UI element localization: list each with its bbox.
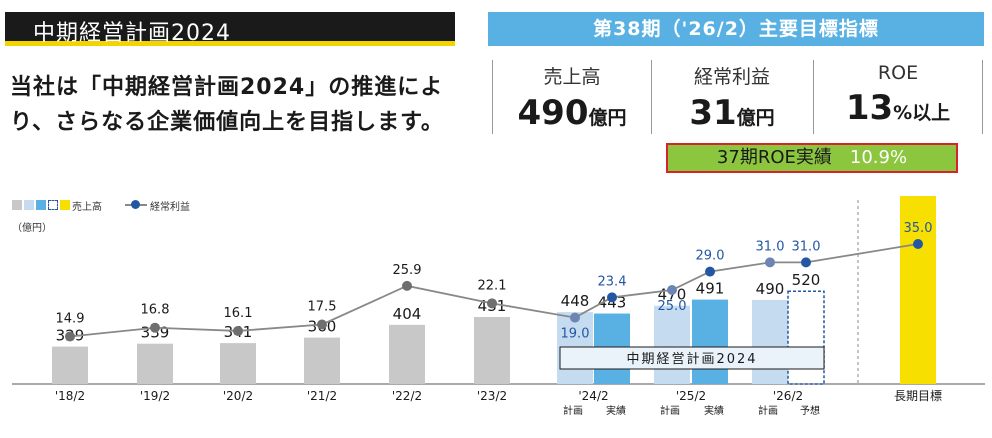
profit-value-label-3-0: 17.5 — [308, 300, 337, 315]
profit-marker-7-0 — [667, 285, 677, 295]
kpi-roe-value: 13%以上 — [814, 88, 982, 128]
bar-value-label-7-1: 491 — [696, 280, 725, 298]
legend-sales-label: 売上高 — [72, 202, 102, 213]
profit-marker-8-0 — [765, 257, 775, 268]
roe-actual-value: 10.9% — [849, 147, 908, 168]
bar-long-term-target — [900, 196, 936, 384]
profit-marker-4-0 — [402, 280, 412, 291]
chart-unit-label: （億円） — [12, 223, 52, 234]
profit-marker-8-1 — [801, 257, 811, 268]
kpi-roe-unit: %以上 — [893, 102, 951, 124]
kpi-roe-number: 13 — [845, 88, 894, 128]
x-sublabel-6-0: 計画 — [563, 404, 583, 417]
legend-marker-sample — [131, 200, 140, 209]
title-bar: 中期経営計画2024 — [5, 12, 455, 46]
profit-marker-3-0 — [317, 319, 327, 330]
mid-term-plan-box — [559, 346, 825, 370]
bar-value-label-8-0: 490 — [756, 280, 785, 298]
profit-marker-1-0 — [150, 322, 160, 333]
roe-actual-badge: 37期ROE実績 10.9% — [666, 143, 958, 173]
legend-swatch-plan — [24, 200, 34, 210]
kpi-sales-value: 490億円 — [493, 93, 651, 133]
kpi-ordinary-profit: 経常利益 31億円 — [651, 60, 814, 134]
legend-swatch-target — [60, 200, 70, 210]
legend-profit-label: 経常利益 — [150, 202, 190, 213]
profit-value-label-7-1: 29.0 — [696, 249, 725, 264]
lead-text: 当社は「中期経営計画2024」の推進により、さらなる企業価値向上を目指します。 — [10, 75, 444, 135]
profit-value-label-7-0: 25.0 — [658, 299, 687, 314]
profit-value-label-6-1: 23.4 — [598, 274, 627, 289]
profit-value-label-6-0: 19.0 — [561, 327, 590, 342]
profit-value-label-9-0: 35.0 — [904, 221, 933, 236]
profit-value-label-1-0: 16.8 — [141, 303, 170, 318]
bar-history-5 — [474, 317, 510, 384]
kpi-profit-number: 31 — [689, 93, 737, 133]
bar-value-label-6-0: 448 — [561, 292, 590, 310]
profit-value-label-5-0: 22.1 — [478, 278, 507, 293]
profit-value-label-8-1: 31.0 — [792, 239, 821, 254]
x-tick-label-9: 長期目標 — [894, 389, 942, 403]
profit-value-label-4-0: 25.9 — [393, 263, 422, 278]
profit-marker-2-0 — [233, 325, 243, 336]
profit-marker-9-0 — [913, 239, 923, 249]
bar-value-label-6-1: 443 — [598, 294, 627, 312]
profit-value-label-2-0: 16.1 — [224, 306, 253, 321]
x-tick-label-6: '24/2 — [578, 389, 608, 403]
x-tick-label-2: '20/2 — [223, 389, 253, 403]
legend-swatch-history — [12, 200, 22, 210]
x-tick-label-1: '19/2 — [140, 389, 170, 403]
kpi-panel-title: 第38期（'26/2）主要目標指標 — [488, 12, 984, 46]
x-tick-label-8: '26/2 — [773, 389, 803, 403]
bar-history-3 — [304, 337, 340, 384]
x-tick-label-4: '22/2 — [392, 389, 422, 403]
profit-marker-5-0 — [487, 298, 497, 309]
x-sublabel-6-1: 実績 — [606, 404, 626, 417]
x-tick-label-5: '23/2 — [477, 389, 507, 403]
kpi-sales: 売上高 490億円 — [492, 60, 652, 134]
bar-history-4 — [389, 324, 425, 384]
profit-marker-7-1 — [705, 266, 715, 277]
profit-value-label-0-0: 14.9 — [56, 311, 85, 326]
x-tick-label-3: '21/2 — [307, 389, 337, 403]
legend-swatch-actual — [36, 200, 46, 210]
bar-history-0 — [52, 346, 88, 384]
x-sublabel-8-0: 計画 — [758, 404, 778, 417]
mid-term-plan-label: 中期経営計画2024 — [626, 351, 757, 367]
x-tick-label-7: '25/2 — [676, 389, 706, 403]
kpi-sales-label: 売上高 — [543, 66, 601, 88]
bar-history-1 — [137, 343, 173, 384]
legend-swatch-forecast — [48, 200, 58, 210]
page-title: 中期経営計画2024 — [33, 21, 231, 46]
bar-history-2 — [220, 343, 256, 384]
profit-marker-6-0 — [570, 312, 580, 323]
profit-marker-0-0 — [65, 331, 75, 342]
kpi-sales-number: 490 — [517, 93, 589, 133]
bar-value-label-8-1: 520 — [792, 271, 821, 289]
roe-actual-label: 37期ROE実績 — [716, 147, 832, 168]
kpi-profit-value: 31億円 — [651, 93, 813, 133]
kpi-roe: ROE 13%以上 — [814, 60, 983, 134]
bar-forecast-8 — [787, 290, 825, 385]
bar-actual-7 — [692, 299, 728, 384]
x-sublabel-8-1: 予想 — [800, 404, 820, 417]
profit-value-label-8-0: 31.0 — [756, 239, 785, 254]
x-sublabel-7-1: 実績 — [704, 404, 724, 417]
bar-plan-8 — [752, 299, 788, 384]
kpi-sales-unit: 億円 — [588, 107, 627, 129]
kpi-profit-unit: 億円 — [736, 107, 775, 129]
kpi-profit-label: 経常利益 — [693, 66, 770, 88]
bar-value-label-4-0: 404 — [393, 305, 422, 323]
x-tick-label-0: '18/2 — [55, 389, 85, 403]
kpi-roe-label: ROE — [877, 62, 919, 84]
x-sublabel-7-0: 計画 — [660, 404, 680, 417]
bar-plan-7 — [654, 305, 690, 384]
profit-marker-6-1 — [607, 292, 617, 303]
